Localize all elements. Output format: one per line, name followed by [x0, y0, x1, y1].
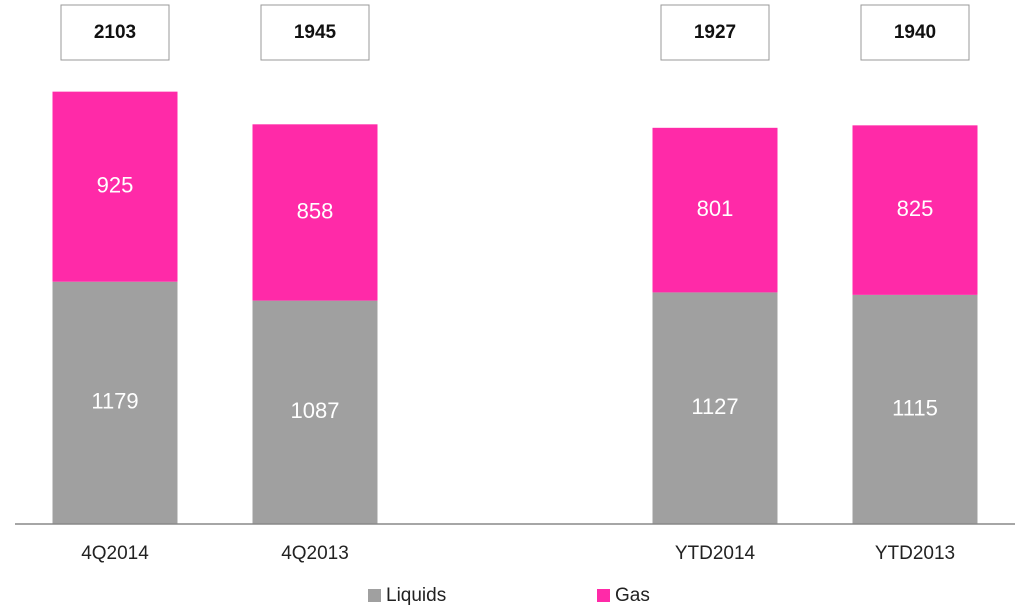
total-box: [60, 4, 170, 61]
total-label: 1927: [694, 22, 736, 43]
total-label: 2103: [94, 22, 136, 43]
data-label: 825: [897, 196, 934, 221]
data-label: 858: [297, 198, 334, 223]
total-box: [660, 4, 770, 61]
data-label: 1115: [892, 395, 938, 420]
data-label: 1179: [91, 389, 138, 414]
x-tick-label: YTD2014: [675, 543, 756, 564]
data-label: 801: [697, 196, 734, 221]
total-label: 1940: [894, 22, 936, 43]
bar-segment: [852, 125, 978, 295]
bar-segment: [52, 91, 178, 282]
bar-segment: [252, 300, 378, 524]
legend-swatch: [368, 589, 381, 602]
total-label: 1945: [294, 22, 337, 43]
bar-segment: [852, 294, 978, 524]
total-box: [860, 4, 970, 61]
data-label: 1087: [291, 398, 340, 423]
legend-label: Liquids: [386, 585, 446, 606]
data-label: 1127: [691, 394, 738, 419]
bar-segment: [252, 124, 378, 301]
total-box: [260, 4, 370, 61]
bar-segment: [52, 281, 178, 524]
legend-swatch: [597, 589, 610, 602]
legend-label: Gas: [615, 585, 650, 606]
bar-segment: [652, 127, 778, 293]
bar-segment: [652, 292, 778, 524]
x-tick-label: YTD2013: [875, 543, 955, 564]
data-label: 925: [97, 173, 134, 198]
x-tick-label: 4Q2013: [281, 543, 349, 564]
x-tick-label: 4Q2014: [81, 543, 149, 564]
